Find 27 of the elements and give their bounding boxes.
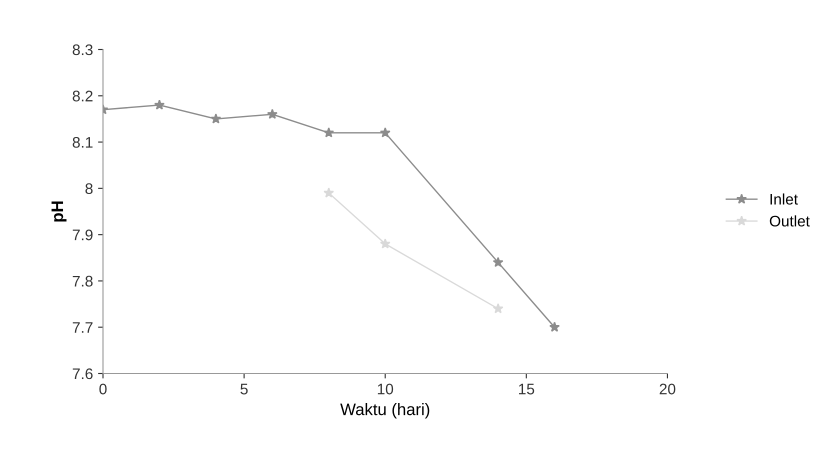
point	[323, 187, 334, 198]
x-tick-label: 20	[660, 384, 676, 394]
y-tick-label: 8.1	[72, 136, 93, 148]
x-tick-label: 15	[519, 384, 534, 394]
legend-label: Inlet	[770, 193, 798, 205]
point	[492, 256, 504, 268]
y-tick-label: 8	[85, 183, 93, 194]
y-tick-label: 8.2	[72, 90, 93, 102]
point	[380, 238, 391, 249]
point	[549, 322, 560, 332]
point	[492, 303, 504, 314]
point	[323, 127, 334, 138]
y-tick-label: 7.6	[72, 368, 93, 380]
y-tick-label: 8.3	[72, 44, 93, 56]
legend-label: Outlet	[770, 215, 810, 227]
y-tick-label: 7.9	[72, 230, 93, 240]
x-tick-label: 10	[378, 384, 394, 394]
point	[210, 113, 222, 124]
x-tick-label: 0	[99, 384, 107, 394]
x-axis-title: Waktu (hari)	[340, 403, 430, 419]
point	[380, 127, 391, 138]
point	[267, 108, 278, 119]
y-tick-label: 7.7	[72, 322, 93, 333]
y-tick-label: 7.8	[72, 276, 93, 287]
point	[154, 99, 165, 110]
y-axis-title: pH	[52, 202, 66, 222]
x-tick-label: 5	[240, 384, 248, 394]
